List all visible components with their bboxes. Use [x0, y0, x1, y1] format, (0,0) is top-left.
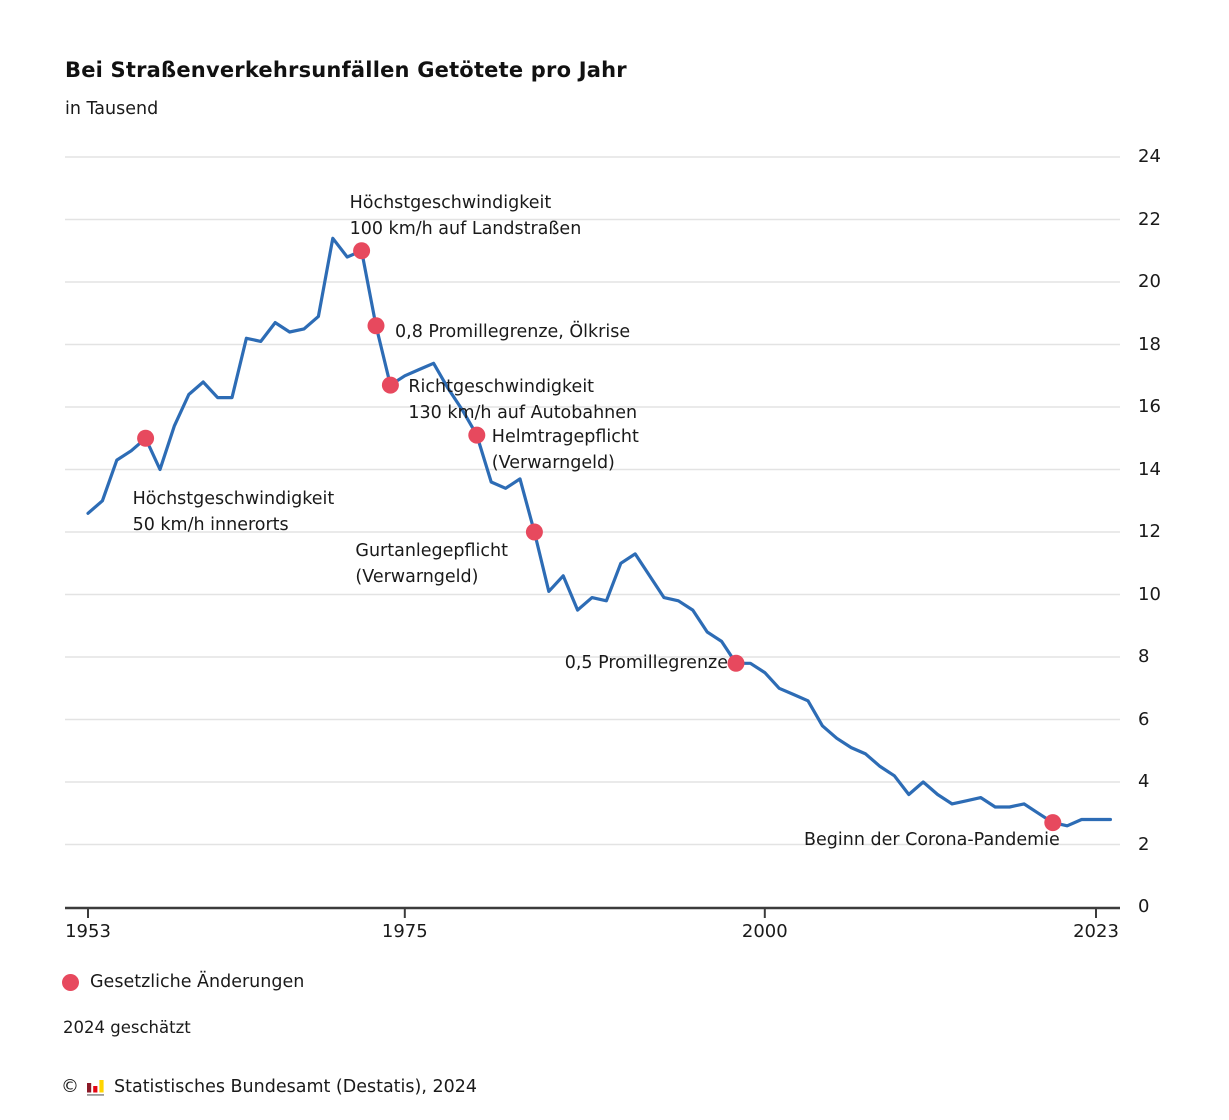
- y-axis-label: 4: [1138, 771, 1150, 792]
- annotation-corona-pandemie: Beginn der Corona-Pandemie: [803, 829, 1060, 850]
- annotation-gurtanlegepflicht: Gurtanlegepflicht (Verwarngeld): [355, 541, 508, 587]
- y-axis-label: 12: [1138, 521, 1161, 542]
- y-axis-label: 24: [1138, 146, 1161, 167]
- x-axis-label: 2023: [1073, 921, 1119, 942]
- x-axis-label: 2000: [741, 921, 788, 942]
- annotation-promillegrenze-08: 0,8 Promillegrenze, Ölkrise: [395, 321, 631, 342]
- x-axis-label: 1953: [65, 921, 111, 942]
- y-axis-label: 14: [1138, 458, 1161, 480]
- marker-dot-promillegrenze-05: [727, 654, 745, 672]
- source-footer: © Statistisches Bundesamt (Destatis), 20…: [61, 1076, 477, 1097]
- annotation-tempo-100-landstrassen: Höchstgeschwindigkeit 100 km/h auf Landst…: [349, 192, 582, 239]
- annotation-richtgeschwindigkeit-130: Richtgeschwindigkeit 130 km/h auf Autobah…: [408, 377, 638, 424]
- y-axis-label: 8: [1138, 646, 1150, 667]
- page-subtitle: in Tausend: [65, 99, 159, 119]
- marker-dot-tempo-50-innerorts: [137, 429, 155, 447]
- marker-dot-promillegrenze-08: [367, 317, 385, 335]
- destatis-logo-bar: [87, 1093, 104, 1096]
- destatis-logo-bar: [99, 1079, 104, 1092]
- destatis-logo-bar: [87, 1082, 92, 1092]
- copyright-symbol: ©: [61, 1076, 79, 1097]
- annotation-helmtragepflicht: Helmtragepflicht (Verwarngeld): [491, 427, 639, 474]
- marker-dot-tempo-100-landstrassen: [353, 242, 371, 260]
- legend-label: Gesetzliche Änderungen: [90, 972, 305, 992]
- y-axis-label: 18: [1138, 333, 1161, 355]
- legend: Gesetzliche Änderungen: [62, 972, 304, 992]
- x-axis-label: 1975: [381, 921, 428, 942]
- y-axis-label: 22: [1138, 208, 1161, 230]
- legend-marker-dot-icon: [62, 973, 79, 991]
- marker-dot-gurtanlegepflicht: [525, 523, 543, 541]
- page-title: Bei Straßenverkehrsunfällen Getötete pro…: [65, 58, 627, 82]
- destatis-logo-bar: [93, 1085, 98, 1092]
- y-axis-label: 20: [1138, 271, 1161, 292]
- deaths-per-year-line: [86, 236, 1113, 828]
- marker-dot-corona-pandemie: [1044, 814, 1062, 832]
- destatis-logo-icon: [87, 1079, 104, 1096]
- estimate-note: 2024 geschätzt: [63, 1018, 191, 1037]
- y-axis-label: 6: [1138, 708, 1150, 730]
- y-axis-label: 16: [1138, 396, 1161, 417]
- annotation-promillegrenze-05: 0,5 Promillegrenze: [564, 653, 728, 674]
- marker-dot-richtgeschwindigkeit-130: [381, 376, 399, 394]
- y-axis-label: 10: [1138, 583, 1161, 605]
- y-axis-label: 0: [1138, 896, 1150, 917]
- marker-dot-helmtragepflicht: [468, 426, 486, 444]
- y-axis-label: 2: [1138, 833, 1150, 855]
- annotation-tempo-50-innerorts: Höchstgeschwindigkeit 50 km/h innerorts: [132, 489, 335, 536]
- source-text: Statistisches Bundesamt (Destatis), 2024: [114, 1076, 478, 1097]
